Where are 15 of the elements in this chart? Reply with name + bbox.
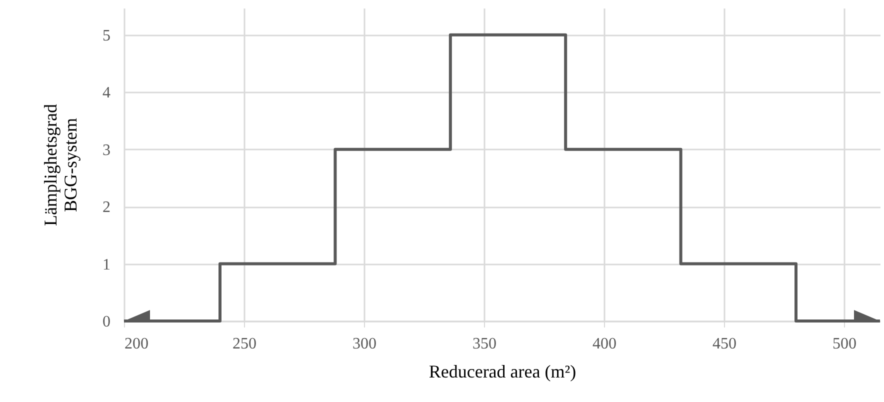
y-tick-label: 4 [102,84,110,102]
x-tick-label: 450 [712,336,736,352]
x-tick-label: 500 [832,336,856,352]
y-tick-label: 2 [102,199,110,216]
y-tick-label: 0 [102,314,110,330]
y-axis-title: Lämplighetsgrad BGG-system [40,104,80,226]
y-tick-label: 1 [102,256,110,274]
x-tick-label: 300 [352,336,376,352]
x-tick-label: 400 [592,336,616,352]
y-tick-label: 5 [102,27,110,44]
x-tick-label: 350 [472,336,496,352]
y-tick-label: 3 [102,142,110,159]
x-axis-title: Reducerad area (m²) [428,362,576,382]
x-tick-label: 200 [124,336,148,352]
x-tick-label: 250 [232,336,256,352]
